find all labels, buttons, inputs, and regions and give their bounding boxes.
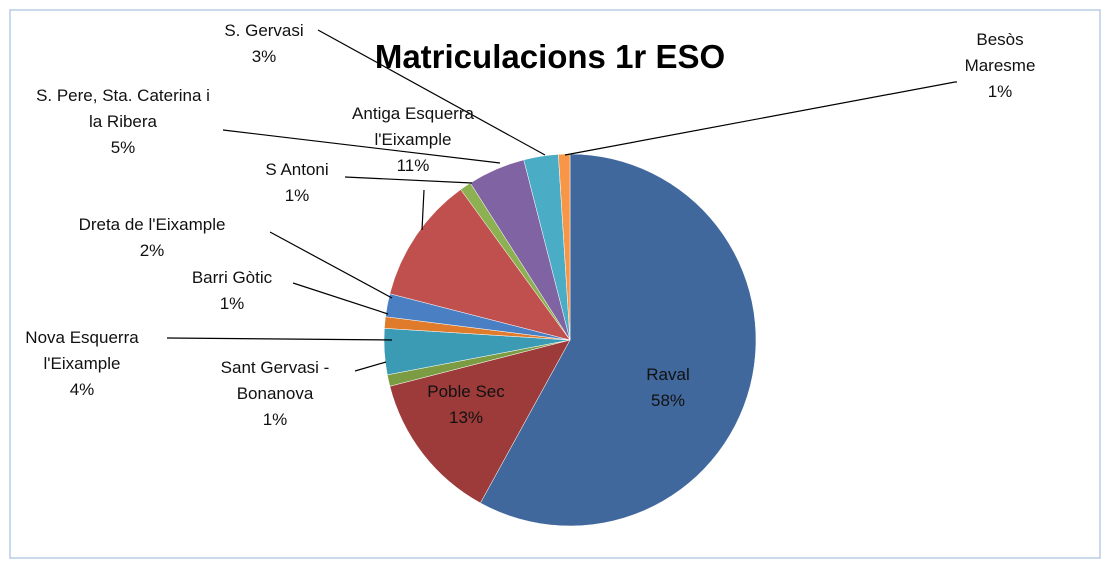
- data-label: S. Pere, Sta. Caterina i la Ribera 5%: [33, 83, 213, 161]
- pie-slice: [389, 189, 571, 341]
- category-label: Antiga Esquerra l'Eixample: [352, 104, 474, 149]
- value-label: 5%: [110, 138, 136, 157]
- leader-line: [354, 361, 387, 372]
- leader-line: [564, 81, 957, 156]
- data-label: Barri Gòtic 1%: [167, 265, 297, 317]
- data-label: Antiga Esquerra l'Eixample 11%: [338, 101, 488, 179]
- pie-slice: [480, 153, 757, 527]
- value-label: 2%: [139, 241, 165, 260]
- value-label: 58%: [650, 391, 686, 410]
- category-label: Sant Gervasi - Bonanova: [220, 358, 330, 403]
- leader-line: [317, 29, 546, 156]
- data-label: Raval 58%: [608, 362, 728, 414]
- chart-title: Matriculacions 1r ESO: [374, 38, 726, 75]
- leader-line: [269, 231, 393, 299]
- value-label: 1%: [987, 82, 1013, 101]
- value-label: 11%: [396, 156, 430, 175]
- value-label: 3%: [251, 47, 277, 66]
- category-label: S Antoni: [265, 160, 329, 179]
- leader-lines: [166, 29, 957, 372]
- leader-line: [166, 337, 393, 341]
- data-label: Poble Sec 13%: [406, 379, 526, 431]
- category-label: Raval: [646, 365, 690, 384]
- leader-line: [344, 176, 473, 184]
- category-label: Besòs Maresme: [964, 30, 1036, 75]
- category-label: Nova Esquerra l'Eixample: [25, 328, 139, 373]
- value-label: 1%: [284, 186, 310, 205]
- value-label: 13%: [448, 408, 484, 427]
- category-label: Dreta de l'Eixample: [78, 215, 226, 234]
- category-label: Barri Gòtic: [191, 268, 273, 287]
- category-label: Poble Sec: [427, 382, 505, 401]
- data-label: Nova Esquerra l'Eixample 4%: [12, 325, 152, 403]
- data-label: S. Gervasi 3%: [204, 18, 324, 70]
- leader-line: [222, 129, 501, 164]
- value-label: 1%: [262, 410, 288, 429]
- data-label: S Antoni 1%: [247, 157, 347, 209]
- leader-line: [292, 282, 389, 315]
- pie-slice: [389, 339, 571, 504]
- category-label: S. Gervasi: [224, 21, 304, 40]
- value-label: 4%: [69, 380, 95, 399]
- data-label: Dreta de l'Eixample 2%: [37, 212, 267, 264]
- leader-line: [421, 189, 425, 231]
- value-label: 1%: [219, 294, 245, 313]
- data-label: Sant Gervasi - Bonanova 1%: [200, 355, 350, 433]
- pie: [383, 153, 757, 527]
- category-label: S. Pere, Sta. Caterina i la Ribera: [36, 86, 210, 131]
- data-label: Besòs Maresme 1%: [955, 27, 1045, 105]
